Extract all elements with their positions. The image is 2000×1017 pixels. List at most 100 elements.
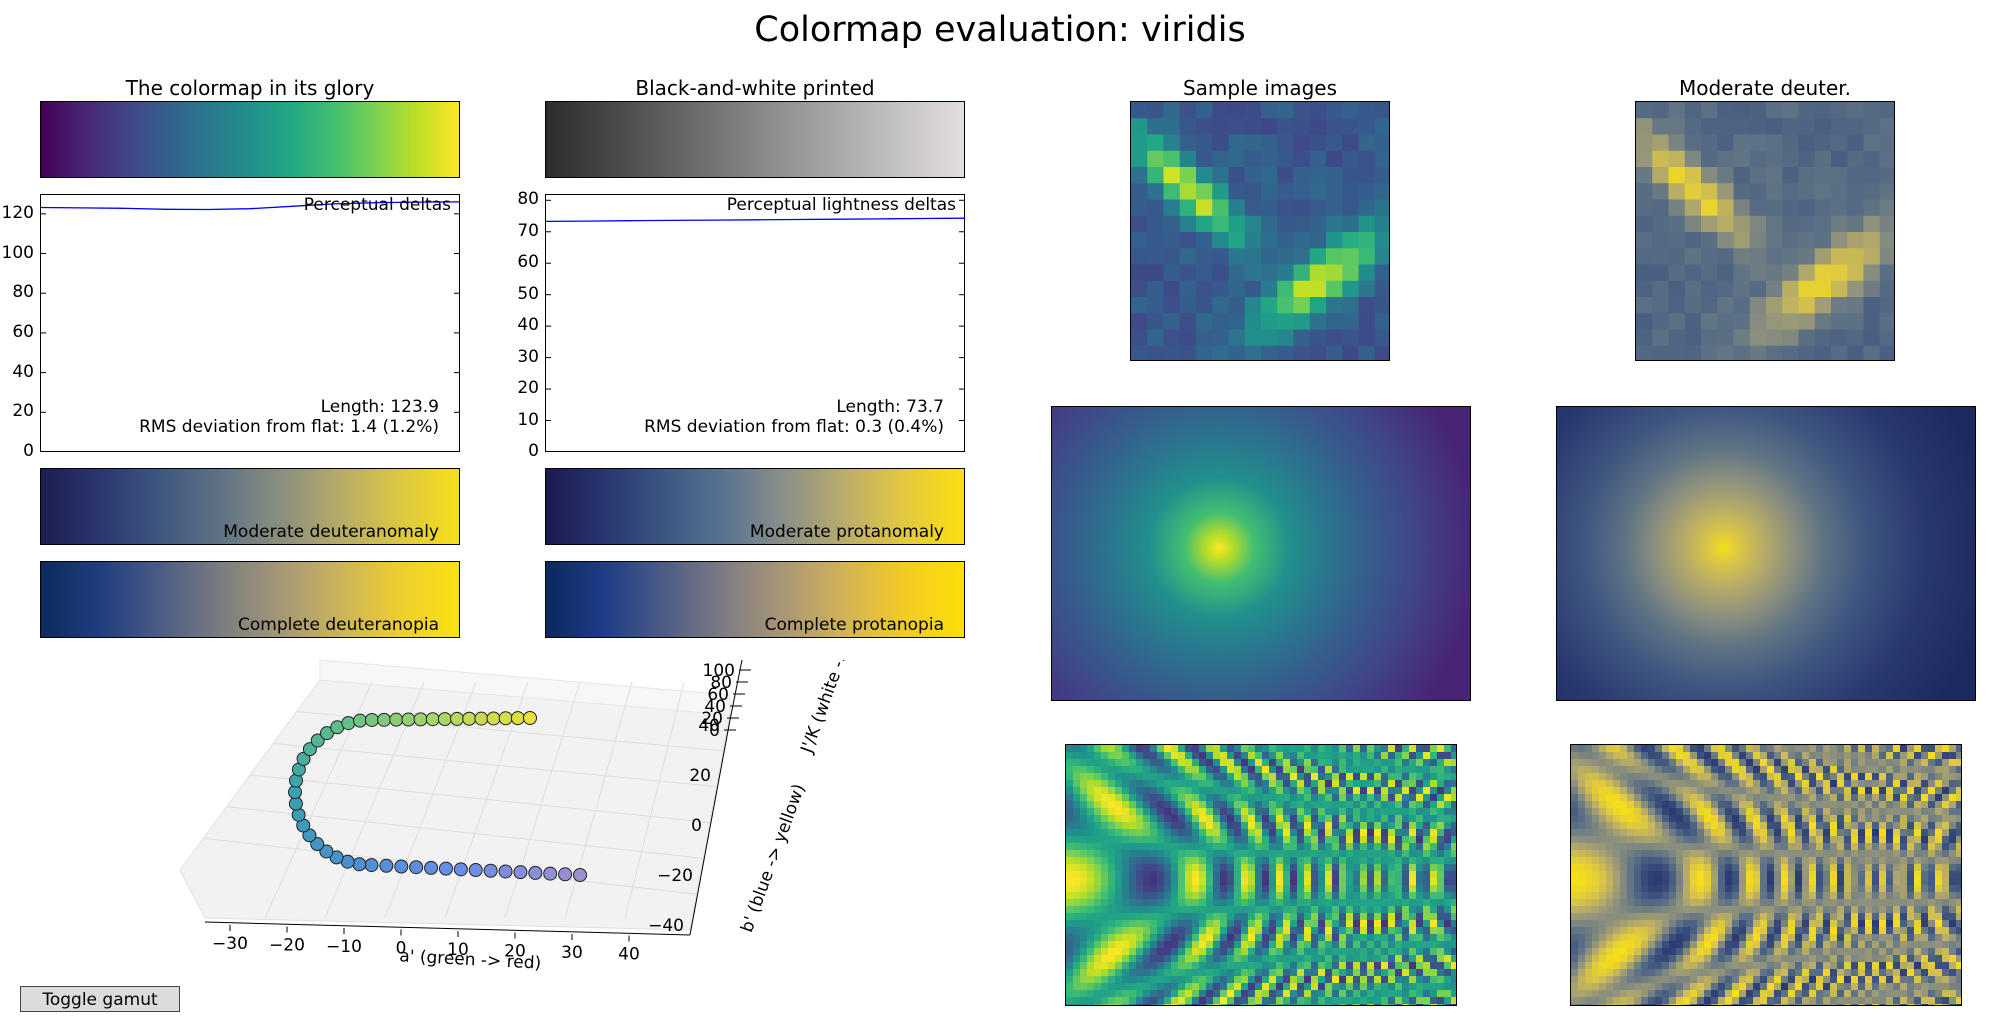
wave-cell	[1402, 843, 1410, 851]
wave-cell	[1409, 878, 1417, 886]
wave-cell	[1893, 780, 1901, 788]
wave-cell	[1395, 885, 1403, 893]
wave-cell	[1276, 885, 1284, 893]
mosaic-cell	[1668, 167, 1686, 184]
wave-cell	[1430, 801, 1438, 809]
wave-cell	[1080, 976, 1088, 984]
wave-cell	[1346, 906, 1354, 914]
wave-cell	[1774, 787, 1782, 795]
wave-cell	[1416, 801, 1424, 809]
wave-cell	[1395, 766, 1403, 774]
wave-cell	[1704, 906, 1712, 914]
wave-cell	[1304, 955, 1312, 963]
wave-cell	[1711, 766, 1719, 774]
mosaic-cell	[1212, 167, 1229, 184]
wave-cell	[1718, 871, 1726, 879]
wave-cell	[1711, 759, 1719, 767]
wave-cell	[1872, 871, 1880, 879]
wave-cell	[1346, 962, 1354, 970]
wave-cell	[1620, 962, 1628, 970]
mosaic-cell	[1782, 345, 1799, 360]
wave-cell	[1795, 920, 1803, 928]
wave-cell	[1213, 892, 1221, 900]
wave-cell	[1136, 766, 1144, 774]
wave-cell	[1851, 962, 1859, 970]
wave-cell	[1346, 892, 1354, 900]
wave-cell	[1269, 829, 1277, 837]
wave-cell	[1823, 752, 1831, 760]
gamut-3d-plot[interactable]: −30 −20 −10 0 10 20 30 40−40−200204002040608010…	[170, 660, 970, 990]
wave-cell	[1816, 794, 1824, 802]
wave-cell	[1711, 990, 1719, 998]
wave-cell	[1795, 766, 1803, 774]
wave-cell	[1087, 892, 1095, 900]
wave-cell	[1809, 990, 1817, 998]
gamut-point	[425, 712, 440, 727]
wave-cell	[1115, 759, 1123, 767]
wave-cell	[1907, 745, 1915, 753]
wave-cell	[1283, 871, 1291, 879]
wave-cell	[1353, 906, 1361, 914]
gamut-point	[310, 837, 325, 852]
wave-cell	[1809, 808, 1817, 816]
wave-cell	[1276, 759, 1284, 767]
wave-cell	[1360, 990, 1368, 998]
wave-cell	[1395, 920, 1403, 928]
wave-cell	[1073, 983, 1081, 991]
wave-cell	[1837, 976, 1845, 984]
wave-cell	[1676, 780, 1684, 788]
wave-cell	[1185, 969, 1193, 977]
wave-cell	[1262, 878, 1270, 886]
wave-cell	[1907, 766, 1915, 774]
wave-cell	[1865, 752, 1873, 760]
ytick-label: 0	[528, 441, 539, 461]
wave-cell	[1451, 773, 1456, 781]
x-tick-label: 40	[618, 945, 640, 965]
wave-cell	[1444, 892, 1452, 900]
wave-cell	[1234, 948, 1242, 956]
wave-cell	[1830, 983, 1838, 991]
mosaic-cell	[1798, 280, 1816, 298]
wave-cell	[1297, 885, 1305, 893]
wave-cell	[1122, 899, 1130, 907]
wave-cell	[1718, 983, 1726, 991]
wave-cell	[1332, 962, 1340, 970]
toggle-gamut-button[interactable]: Toggle gamut	[20, 986, 180, 1012]
mosaic-cell	[1879, 199, 1894, 217]
wave-cell	[1157, 780, 1165, 788]
wave-cell	[1858, 829, 1866, 837]
wave-cell	[1374, 948, 1382, 956]
mosaic-cell	[1147, 102, 1164, 119]
wave-cell	[1816, 934, 1824, 942]
wave-cell	[1585, 871, 1593, 879]
wave-cell	[1199, 829, 1207, 837]
wave-cell	[1311, 801, 1319, 809]
wave-cell	[1220, 906, 1228, 914]
wave-cell	[1094, 976, 1102, 984]
wave-cell	[1241, 920, 1249, 928]
wave-cell	[1171, 822, 1179, 830]
wave-cell	[1795, 927, 1803, 935]
wave-cell	[1409, 920, 1417, 928]
wave-cell	[1367, 934, 1375, 942]
wave-cell	[1374, 913, 1382, 921]
wave-cell	[1949, 843, 1957, 851]
wave-cell	[1942, 857, 1950, 865]
wave-cell	[1907, 878, 1915, 886]
wave-cell	[1655, 773, 1663, 781]
wave-cell	[1655, 906, 1663, 914]
wave-cell	[1802, 920, 1810, 928]
wave-cell	[1325, 766, 1333, 774]
y-axis-title: b' (blue -> yellow)	[737, 781, 809, 935]
wave-cell	[1199, 815, 1207, 823]
wave-cell	[1627, 906, 1635, 914]
wave-cell	[1907, 836, 1915, 844]
wave-cell	[1578, 976, 1586, 984]
mosaic-cell	[1636, 232, 1653, 249]
wave-cell	[1914, 878, 1922, 886]
wave-cell	[1886, 759, 1894, 767]
mosaic-cell	[1179, 313, 1197, 330]
wave-cell	[1585, 969, 1593, 977]
wave-cell	[1353, 836, 1361, 844]
wave-cell	[1900, 745, 1908, 753]
